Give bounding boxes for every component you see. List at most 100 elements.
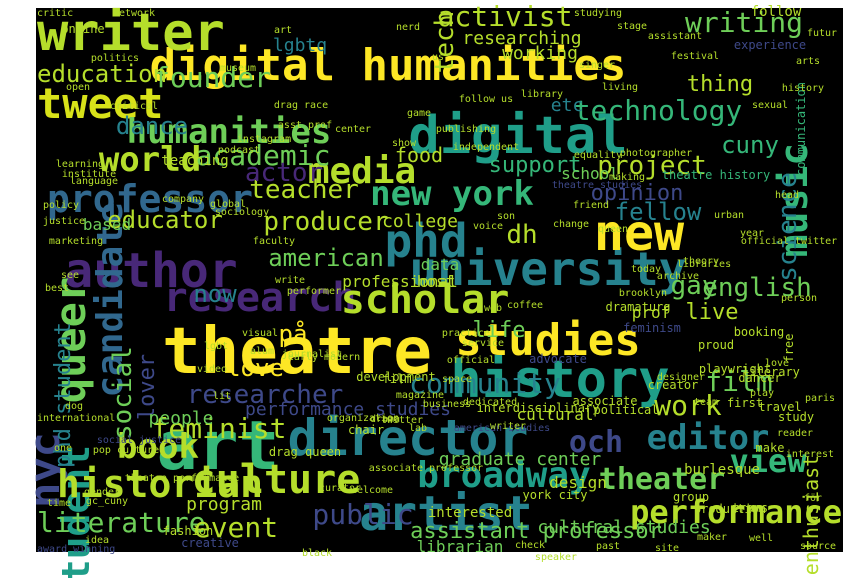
word-gc_cuny: gc_cuny <box>86 496 128 507</box>
word-drag-race: drag race <box>274 100 328 111</box>
word-museum: museum <box>220 63 256 74</box>
word-year: year <box>740 228 764 239</box>
word-associate: associate <box>572 394 637 408</box>
word-interested: interested <box>428 505 512 521</box>
word-group: group <box>673 490 709 504</box>
word-free: free <box>782 334 796 363</box>
word-journalist: journalist <box>282 349 342 360</box>
word-social-justice: social justice <box>97 435 181 446</box>
word-development: development <box>356 370 435 384</box>
word-space: space <box>442 374 472 385</box>
word-lgbt: lgbt <box>204 341 228 352</box>
word-food: food <box>395 143 443 167</box>
word-program: program <box>186 494 262 515</box>
word-alum: alum <box>250 346 274 357</box>
word-best: best <box>45 283 69 294</box>
word-one: one <box>54 443 72 454</box>
word-team: team <box>694 397 718 408</box>
word-book: book <box>117 427 199 467</box>
word-gay: gay <box>671 271 718 301</box>
word-candidate: candidate <box>90 202 131 397</box>
word-view: view <box>729 442 807 480</box>
word-school: school <box>561 164 619 183</box>
word-futur: futur <box>807 28 837 39</box>
word-performance: performance <box>630 493 842 531</box>
word-assistant-professor: assistant professor <box>410 519 662 544</box>
word-author: author <box>64 243 237 299</box>
word-pop-culture: pop culture <box>93 445 159 456</box>
word-production: production <box>694 502 766 516</box>
word-web: web <box>484 303 502 314</box>
word-urban: urban <box>714 210 744 221</box>
word-festival: festival <box>671 51 719 62</box>
word-graduate-center: graduate center <box>439 449 602 470</box>
word-prof: prof <box>632 303 671 322</box>
word-game: game <box>407 108 431 119</box>
word-history: history <box>782 83 824 94</box>
word-speaker: speaker <box>535 552 577 563</box>
word-company: company <box>162 194 204 205</box>
word-video: video <box>197 364 227 375</box>
word-organization: organization <box>327 413 399 424</box>
word-follow-us: follow us <box>459 94 513 105</box>
word-language: language <box>70 176 118 187</box>
word-asst-prof: asst prof <box>278 120 332 131</box>
word-theatre-history: theatre history <box>662 168 770 182</box>
word-theater: theater <box>599 462 725 497</box>
word-cuny: cuny <box>721 131 779 159</box>
word-librarian: librarian <box>417 537 504 556</box>
word-welcome: welcome <box>351 485 393 496</box>
word-student: student <box>54 445 98 578</box>
word-people: people <box>148 408 213 429</box>
word-coffee: coffee <box>507 300 543 311</box>
word-editor: editor <box>647 418 770 458</box>
word-dedicated: dedicated <box>463 397 517 408</box>
word-professional: professional <box>342 272 458 291</box>
word-technology: technology <box>574 94 743 127</box>
word-film: film <box>705 365 772 398</box>
word-chair: chair <box>348 423 384 437</box>
word-instagram: instagram <box>237 134 291 145</box>
word-life: life <box>473 318 526 343</box>
word-official: official <box>447 355 495 366</box>
word-reader: reader <box>777 428 813 439</box>
word-studying: studying <box>574 8 622 19</box>
word-host: host <box>417 272 456 291</box>
word-teaching: teaching <box>161 153 228 169</box>
word-learning: learning <box>56 159 104 170</box>
word-community: community <box>409 367 561 400</box>
word-well: well <box>749 533 773 544</box>
word-work: work <box>654 389 722 422</box>
word-gender: gender <box>84 487 120 498</box>
word-studies: studies <box>455 315 640 366</box>
word-critical: critical <box>110 101 158 112</box>
word-york-city: york city <box>522 488 587 502</box>
word-archive: archive <box>657 271 699 282</box>
word-art: art <box>157 407 280 486</box>
word-marketing: marketing <box>49 236 103 247</box>
word-living: living <box>602 82 638 93</box>
word-för: för <box>804 493 822 504</box>
word-idea: idea <box>85 535 109 546</box>
word-publishing: publishing <box>436 124 496 135</box>
word-practice: practice <box>442 328 490 339</box>
word-dramaturg: dramaturg <box>605 300 670 314</box>
word-award-winning: award winning <box>37 544 115 555</box>
word-policy: policy <box>43 200 79 211</box>
word-world: world <box>99 140 201 180</box>
word-media: media <box>308 151 416 192</box>
word-education: education <box>37 60 167 88</box>
word-nerd: nerd <box>396 22 420 33</box>
word-associate-professor: associate professor <box>369 463 483 474</box>
word-equality: equality <box>574 150 622 161</box>
word-arts: arts <box>796 56 820 67</box>
cloud-background <box>36 8 843 552</box>
word-tweet: tweet <box>37 79 163 128</box>
word-researching: researching <box>462 28 581 49</box>
word-theory: theory <box>683 256 719 267</box>
word-writer: writer <box>490 421 526 432</box>
word-dog: dog <box>65 401 83 412</box>
word-twitter: twitter <box>381 415 423 426</box>
word-designer: designer <box>657 372 705 383</box>
word-film: film <box>383 372 412 386</box>
